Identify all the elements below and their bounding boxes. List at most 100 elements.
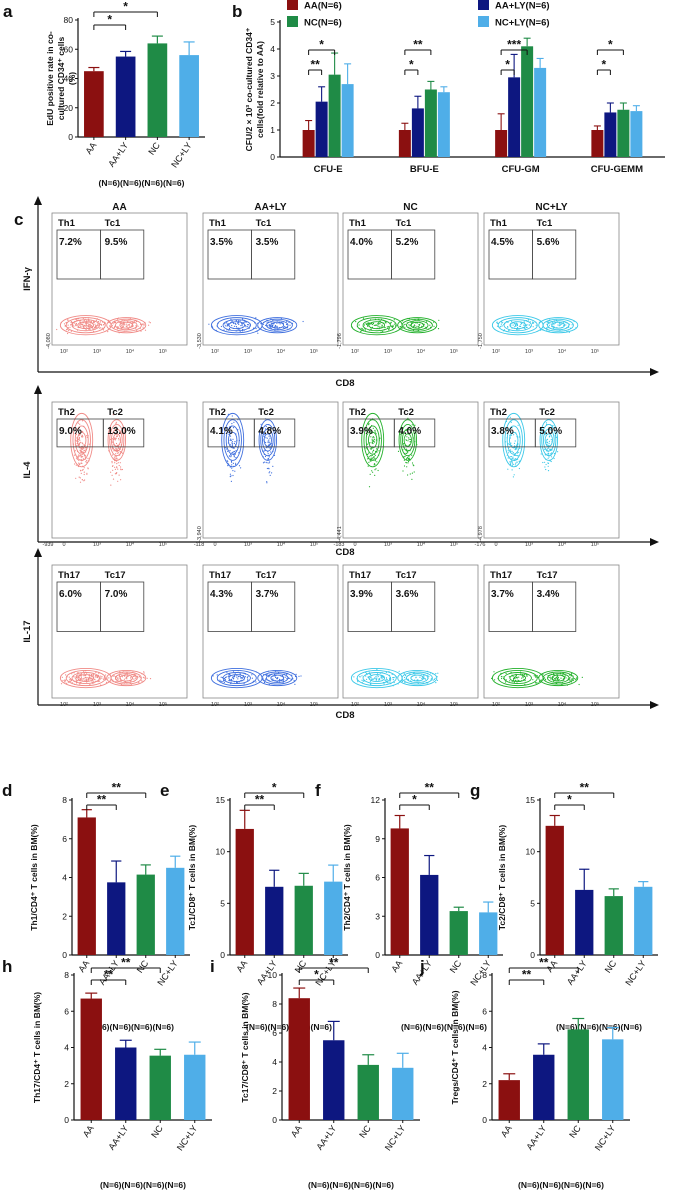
event-dot [97, 321, 99, 323]
event-dot [372, 322, 375, 325]
density-contour [542, 428, 555, 452]
event-dot [233, 451, 235, 453]
event-dot [557, 677, 560, 679]
event-dot [501, 325, 503, 327]
event-dot [274, 675, 276, 677]
density-contour [109, 423, 125, 457]
event-dot [513, 458, 515, 460]
n-label: (N=6)(N=6)(N=6)(N=6) [308, 1180, 394, 1190]
flow-x-tick: 10³ [244, 349, 252, 355]
event-dot [117, 447, 119, 449]
event-dot [73, 676, 75, 678]
flow-x-tick: 10⁵ [310, 541, 318, 548]
flow-x-tick: 10² [492, 702, 500, 708]
event-dot [80, 679, 82, 681]
event-dot [389, 681, 391, 683]
event-dot [265, 441, 267, 444]
y-tick-label: 15 [216, 795, 226, 805]
flow-x-tick: 10⁵ [159, 701, 167, 708]
y-axis-title-line: (%) [67, 72, 77, 85]
event-dot [122, 323, 124, 325]
event-dot [66, 682, 68, 685]
event-dot [101, 675, 103, 678]
event-dot [375, 324, 377, 326]
gate-name-left: Th17 [209, 570, 231, 581]
event-dot [76, 458, 78, 460]
event-dot [268, 462, 270, 464]
bar-aa [390, 828, 409, 955]
event-dot [368, 486, 371, 488]
event-dot [229, 431, 231, 433]
event-dot [81, 469, 83, 471]
bar-nc [449, 911, 468, 955]
event-dot [99, 322, 101, 324]
event-dot [535, 682, 538, 684]
event-dot [149, 322, 151, 324]
y-tick-label: 1 [270, 125, 275, 135]
event-dot [548, 440, 551, 442]
bar-cfu-gm-nc [521, 46, 534, 157]
event-dot [405, 439, 407, 441]
event-dot [75, 676, 78, 678]
event-dot [117, 677, 119, 679]
y-tick-label: 0 [220, 950, 225, 960]
event-dot [76, 445, 78, 447]
event-dot [112, 465, 114, 467]
event-dot [94, 323, 96, 325]
event-dot [111, 474, 113, 476]
y-tick-label: 10 [268, 970, 278, 980]
event-dot [83, 670, 85, 672]
density-contour [539, 419, 558, 461]
event-dot [224, 325, 226, 327]
event-dot [379, 323, 381, 325]
gate-value-left: 4.0% [350, 237, 373, 248]
event-dot [105, 681, 108, 684]
flow-x-tick: 10⁵ [450, 541, 458, 548]
event-dot [373, 324, 375, 326]
event-dot [268, 441, 270, 443]
event-dot [377, 675, 379, 678]
event-dot [230, 678, 233, 680]
event-dot [381, 324, 383, 326]
event-dot [298, 675, 300, 678]
bar-cfu-gemm-nc-ly [630, 111, 643, 157]
event-dot [267, 440, 269, 442]
event-dot [517, 679, 519, 681]
density-contour [261, 671, 293, 685]
flow-x-tick: 10³ [525, 542, 533, 548]
event-dot [548, 427, 550, 429]
event-dot [370, 460, 372, 462]
event-dot [125, 325, 127, 327]
event-dot [136, 330, 138, 332]
event-dot [376, 677, 378, 679]
event-dot [511, 469, 513, 471]
flow-x-tick: 10⁵ [159, 348, 167, 355]
event-dot [113, 450, 115, 452]
event-dot [568, 674, 571, 676]
event-dot [255, 317, 257, 319]
event-dot [116, 467, 118, 469]
flow-x-tick: 10⁴ [417, 701, 426, 708]
event-dot [362, 317, 365, 319]
flow-x-min-tick: -183 [333, 542, 344, 548]
event-dot [225, 676, 227, 678]
event-dot [368, 461, 370, 463]
event-dot [234, 441, 236, 443]
event-dot [514, 445, 516, 447]
event-dot [95, 326, 97, 328]
event-dot [230, 454, 232, 456]
event-dot [236, 675, 238, 677]
event-dot [381, 325, 383, 327]
event-dot [83, 326, 85, 328]
event-dot [286, 678, 288, 680]
event-dot [270, 322, 272, 324]
event-dot [377, 469, 379, 472]
gate-name-left: Th2 [209, 407, 226, 418]
event-dot [116, 434, 118, 436]
event-dot [69, 681, 71, 683]
y-axis-title-line: cells(fold relative to AA) [255, 41, 265, 138]
event-dot [413, 471, 415, 473]
event-dot [266, 481, 268, 483]
event-dot [511, 681, 513, 683]
bar-aa-ly [533, 1054, 555, 1120]
